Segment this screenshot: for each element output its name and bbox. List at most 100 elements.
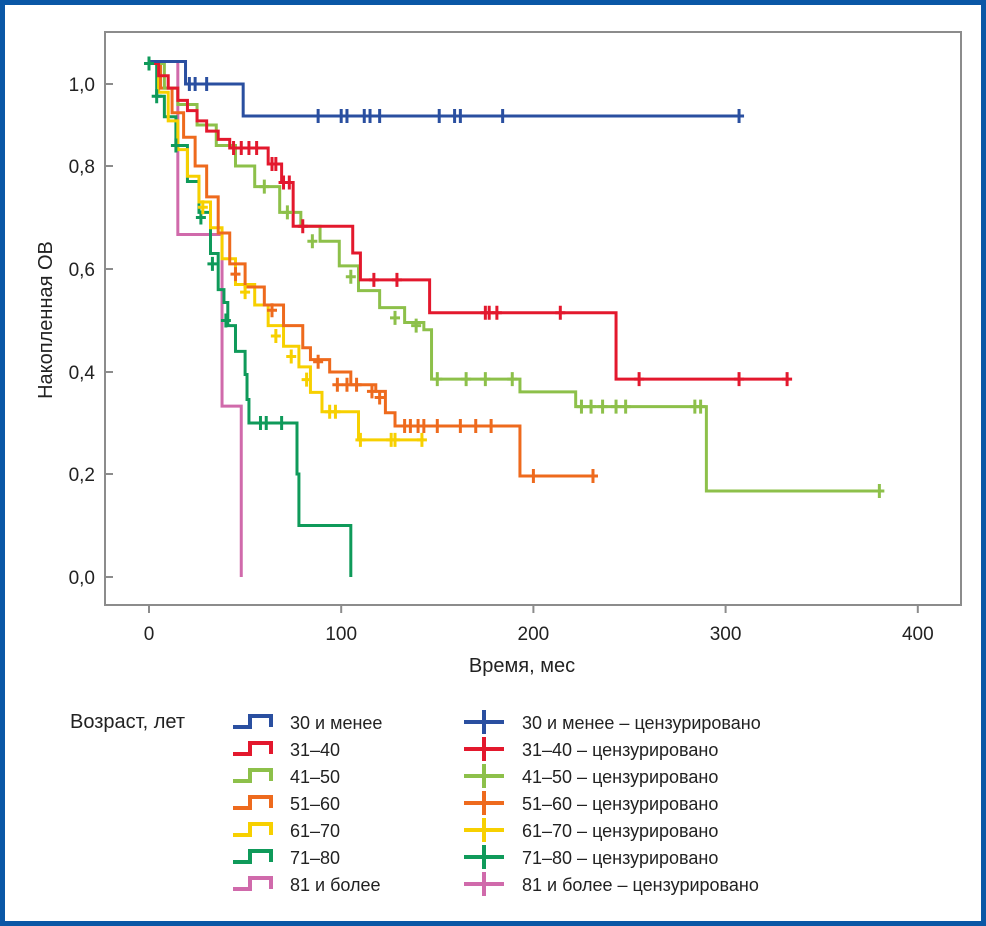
censor-mark bbox=[259, 179, 270, 194]
x-axis: 0 100 200 300 400 bbox=[144, 605, 934, 645]
survival-curve-5 bbox=[149, 62, 424, 442]
censor-mark bbox=[455, 419, 466, 434]
legend-censor-icon bbox=[464, 872, 504, 896]
survival-curve-1 bbox=[149, 59, 741, 118]
censor-mark bbox=[351, 377, 362, 392]
survival-curve-4 bbox=[149, 62, 597, 478]
legend-censored-label: 71–80 – цензурировано bbox=[522, 848, 718, 868]
censor-mark bbox=[782, 372, 793, 387]
censor-mark bbox=[341, 108, 352, 123]
censor-mark bbox=[284, 175, 295, 190]
y-tick-label: 0,4 bbox=[69, 363, 96, 384]
censor-mark bbox=[418, 419, 429, 434]
censor-mark bbox=[282, 205, 293, 220]
censor-mark bbox=[611, 399, 622, 414]
censor-mark bbox=[874, 483, 885, 498]
x-tick-label: 200 bbox=[518, 624, 550, 645]
censor-mark bbox=[432, 372, 443, 387]
legend-censor-icon bbox=[464, 710, 504, 734]
legend-step-icon bbox=[233, 741, 273, 756]
legend-label: 61–70 bbox=[290, 821, 340, 841]
y-tick-label: 0,2 bbox=[69, 465, 95, 486]
x-tick-label: 0 bbox=[144, 624, 155, 645]
censor-mark bbox=[461, 372, 472, 387]
legend-censor-icon bbox=[464, 764, 504, 788]
survival-curve-2 bbox=[149, 62, 790, 381]
y-axis: 0,0 0,2 0,4 0,6 0,8 1,0 bbox=[69, 75, 113, 589]
legend: 30 и менее 30 и менее – цензурировано 31–4… bbox=[233, 710, 761, 896]
y-tick-label: 0,8 bbox=[69, 157, 95, 178]
censor-mark bbox=[276, 416, 287, 430]
censor-mark bbox=[620, 399, 631, 414]
legend-label: 30 и менее bbox=[290, 713, 382, 733]
censor-mark bbox=[286, 349, 297, 364]
censor-mark bbox=[528, 469, 539, 484]
legend-step-icon bbox=[233, 768, 273, 783]
censor-mark bbox=[207, 256, 218, 271]
survival-curves bbox=[149, 59, 882, 577]
censor-mark bbox=[267, 303, 278, 318]
x-axis-title: Время, мес bbox=[469, 655, 575, 677]
censor-mark bbox=[634, 372, 645, 387]
legend-step-icon bbox=[233, 795, 273, 810]
legend-step-icon bbox=[233, 822, 273, 837]
legend-censor-icon bbox=[464, 737, 504, 761]
censor-mark bbox=[497, 108, 508, 123]
legend-censored-label: 81 и более – цензурировано bbox=[522, 875, 759, 895]
censor-mark bbox=[365, 108, 376, 123]
censor-mark bbox=[313, 108, 324, 123]
censor-mark bbox=[586, 399, 597, 414]
censor-mark bbox=[270, 328, 281, 343]
censor-mark bbox=[432, 419, 443, 434]
x-tick-label: 300 bbox=[710, 624, 742, 645]
y-tick-label: 0,0 bbox=[69, 568, 95, 589]
censor-mark bbox=[220, 313, 231, 328]
censor-marks bbox=[144, 56, 885, 498]
y-tick-label: 0,6 bbox=[69, 260, 95, 281]
censor-mark bbox=[195, 210, 206, 225]
censor-mark bbox=[270, 156, 281, 171]
censor-mark bbox=[230, 267, 241, 282]
y-tick-label: 1,0 bbox=[69, 75, 95, 96]
censor-mark bbox=[491, 305, 502, 320]
legend-label: 81 и более bbox=[290, 875, 381, 895]
censor-mark bbox=[341, 377, 352, 392]
censor-mark bbox=[190, 77, 201, 91]
censor-mark bbox=[307, 234, 318, 249]
censor-mark bbox=[313, 354, 324, 369]
legend-censored-label: 51–60 – цензурировано bbox=[522, 794, 718, 814]
survival-curve-6 bbox=[149, 62, 353, 577]
censor-mark bbox=[555, 305, 566, 320]
legend-censored-label: 41–50 – цензурировано bbox=[522, 767, 718, 787]
censor-mark bbox=[368, 272, 379, 287]
censor-mark bbox=[470, 419, 481, 434]
censor-mark bbox=[374, 108, 385, 123]
censor-mark bbox=[151, 89, 162, 104]
legend-censor-icon bbox=[464, 818, 504, 842]
censor-mark bbox=[374, 390, 385, 405]
censor-mark bbox=[480, 372, 491, 387]
censor-mark bbox=[355, 432, 366, 447]
censor-mark bbox=[251, 140, 262, 155]
legend-censor-icon bbox=[464, 791, 504, 815]
censor-mark bbox=[345, 269, 356, 284]
censor-mark bbox=[201, 77, 212, 91]
legend-censored-label: 31–40 – цензурировано bbox=[522, 740, 718, 760]
legend-censored-label: 30 и менее – цензурировано bbox=[522, 713, 761, 733]
censor-mark bbox=[576, 399, 587, 414]
legend-step-icon bbox=[233, 849, 273, 864]
censor-mark bbox=[197, 200, 208, 215]
survival-curve-3 bbox=[149, 62, 882, 493]
censor-mark bbox=[455, 108, 466, 123]
x-tick-label: 400 bbox=[902, 624, 934, 645]
censor-mark bbox=[734, 108, 745, 123]
legend-label: 71–80 bbox=[290, 848, 340, 868]
censor-mark bbox=[301, 372, 312, 387]
censor-mark bbox=[695, 399, 706, 414]
censor-mark bbox=[366, 384, 377, 399]
censor-mark bbox=[332, 377, 343, 392]
censor-mark bbox=[297, 219, 308, 234]
censor-mark bbox=[486, 419, 497, 434]
x-tick-label: 100 bbox=[325, 624, 357, 645]
